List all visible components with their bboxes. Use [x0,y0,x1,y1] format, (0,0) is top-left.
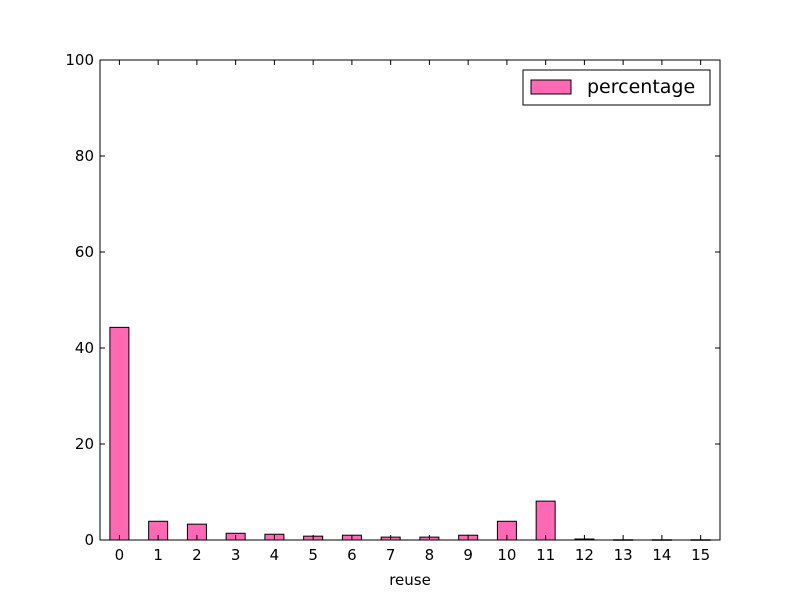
x-tick-label: 2 [192,546,202,564]
x-tick-label: 8 [425,546,435,564]
x-tick-label: 15 [691,546,710,564]
x-tick-label: 9 [463,546,473,564]
x-tick-label: 3 [231,546,241,564]
x-tick-label: 11 [536,546,555,564]
y-tick-label: 40 [75,339,94,357]
x-tick-label: 10 [497,546,516,564]
x-tick-label: 13 [614,546,633,564]
x-tick-label: 6 [347,546,357,564]
y-tick-label: 20 [75,435,94,453]
x-axis-label: reuse [389,571,431,589]
x-tick-label: 1 [153,546,163,564]
y-axis: 0 20 40 60 80 100 [65,51,720,549]
y-tick-label: 0 [84,531,94,549]
bar-11 [535,500,556,541]
y-tick-label: 80 [75,147,94,165]
y-tick-label: 100 [65,51,94,69]
x-tick-label: 7 [386,546,396,564]
x-tick-label: 14 [652,546,671,564]
legend: percentage [522,69,711,106]
y-tick-label: 60 [75,243,94,261]
bars-group [109,326,711,541]
x-axis: 0 1 2 3 4 5 6 7 8 9 10 11 12 13 14 15 [115,60,710,564]
legend-swatch [530,79,572,95]
bar-0 [109,326,130,541]
x-tick-label: 5 [308,546,318,564]
x-tick-label: 4 [270,546,280,564]
legend-label: percentage [587,76,695,98]
x-tick-label: 0 [115,546,125,564]
plot-area-frame [99,59,721,541]
x-tick-label: 12 [575,546,594,564]
